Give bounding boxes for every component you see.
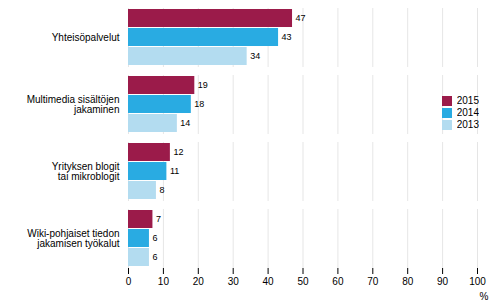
svg-text:90: 90 [437, 276, 449, 287]
svg-text:11: 11 [170, 166, 179, 176]
svg-text:12: 12 [173, 147, 183, 157]
svg-text:18: 18 [194, 99, 204, 109]
svg-text:Yrityksen blogittai mikroblogi: Yrityksen blogittai mikroblogit [52, 161, 120, 182]
svg-text:19: 19 [198, 80, 208, 90]
svg-text:14: 14 [180, 118, 190, 128]
svg-text:%: % [480, 291, 489, 302]
html-text:2013: 2013 [456, 119, 479, 130]
svg-text:80: 80 [402, 276, 414, 287]
svg-text:6: 6 [152, 252, 157, 262]
svg-text:60: 60 [332, 276, 344, 287]
svg-text:8: 8 [159, 185, 164, 195]
svg-text:6: 6 [152, 233, 157, 243]
svg-text:Yhteisöpalvelut: Yhteisöpalvelut [52, 32, 120, 43]
svg-text:7: 7 [156, 214, 161, 224]
svg-text:34: 34 [250, 51, 260, 61]
svg-text:30: 30 [228, 276, 240, 287]
svg-text:50: 50 [297, 276, 309, 287]
svg-text:43: 43 [282, 32, 292, 42]
svg-text:20: 20 [193, 276, 205, 287]
svg-text:0: 0 [126, 276, 132, 287]
svg-text:70: 70 [367, 276, 379, 287]
svg-text:10: 10 [158, 276, 170, 287]
html-text:2015: 2015 [456, 95, 479, 106]
svg-text:47: 47 [296, 13, 306, 23]
svg-text:100: 100 [469, 276, 486, 287]
html-text:2014: 2014 [456, 107, 479, 118]
svg-text:Multimedia sisältöjenjakaminen: Multimedia sisältöjenjakaminen [27, 94, 120, 115]
svg-text:40: 40 [263, 276, 275, 287]
svg-text:Wiki-pohjaiset tiedonjakamisen: Wiki-pohjaiset tiedonjakamisen työkalut [27, 228, 119, 249]
